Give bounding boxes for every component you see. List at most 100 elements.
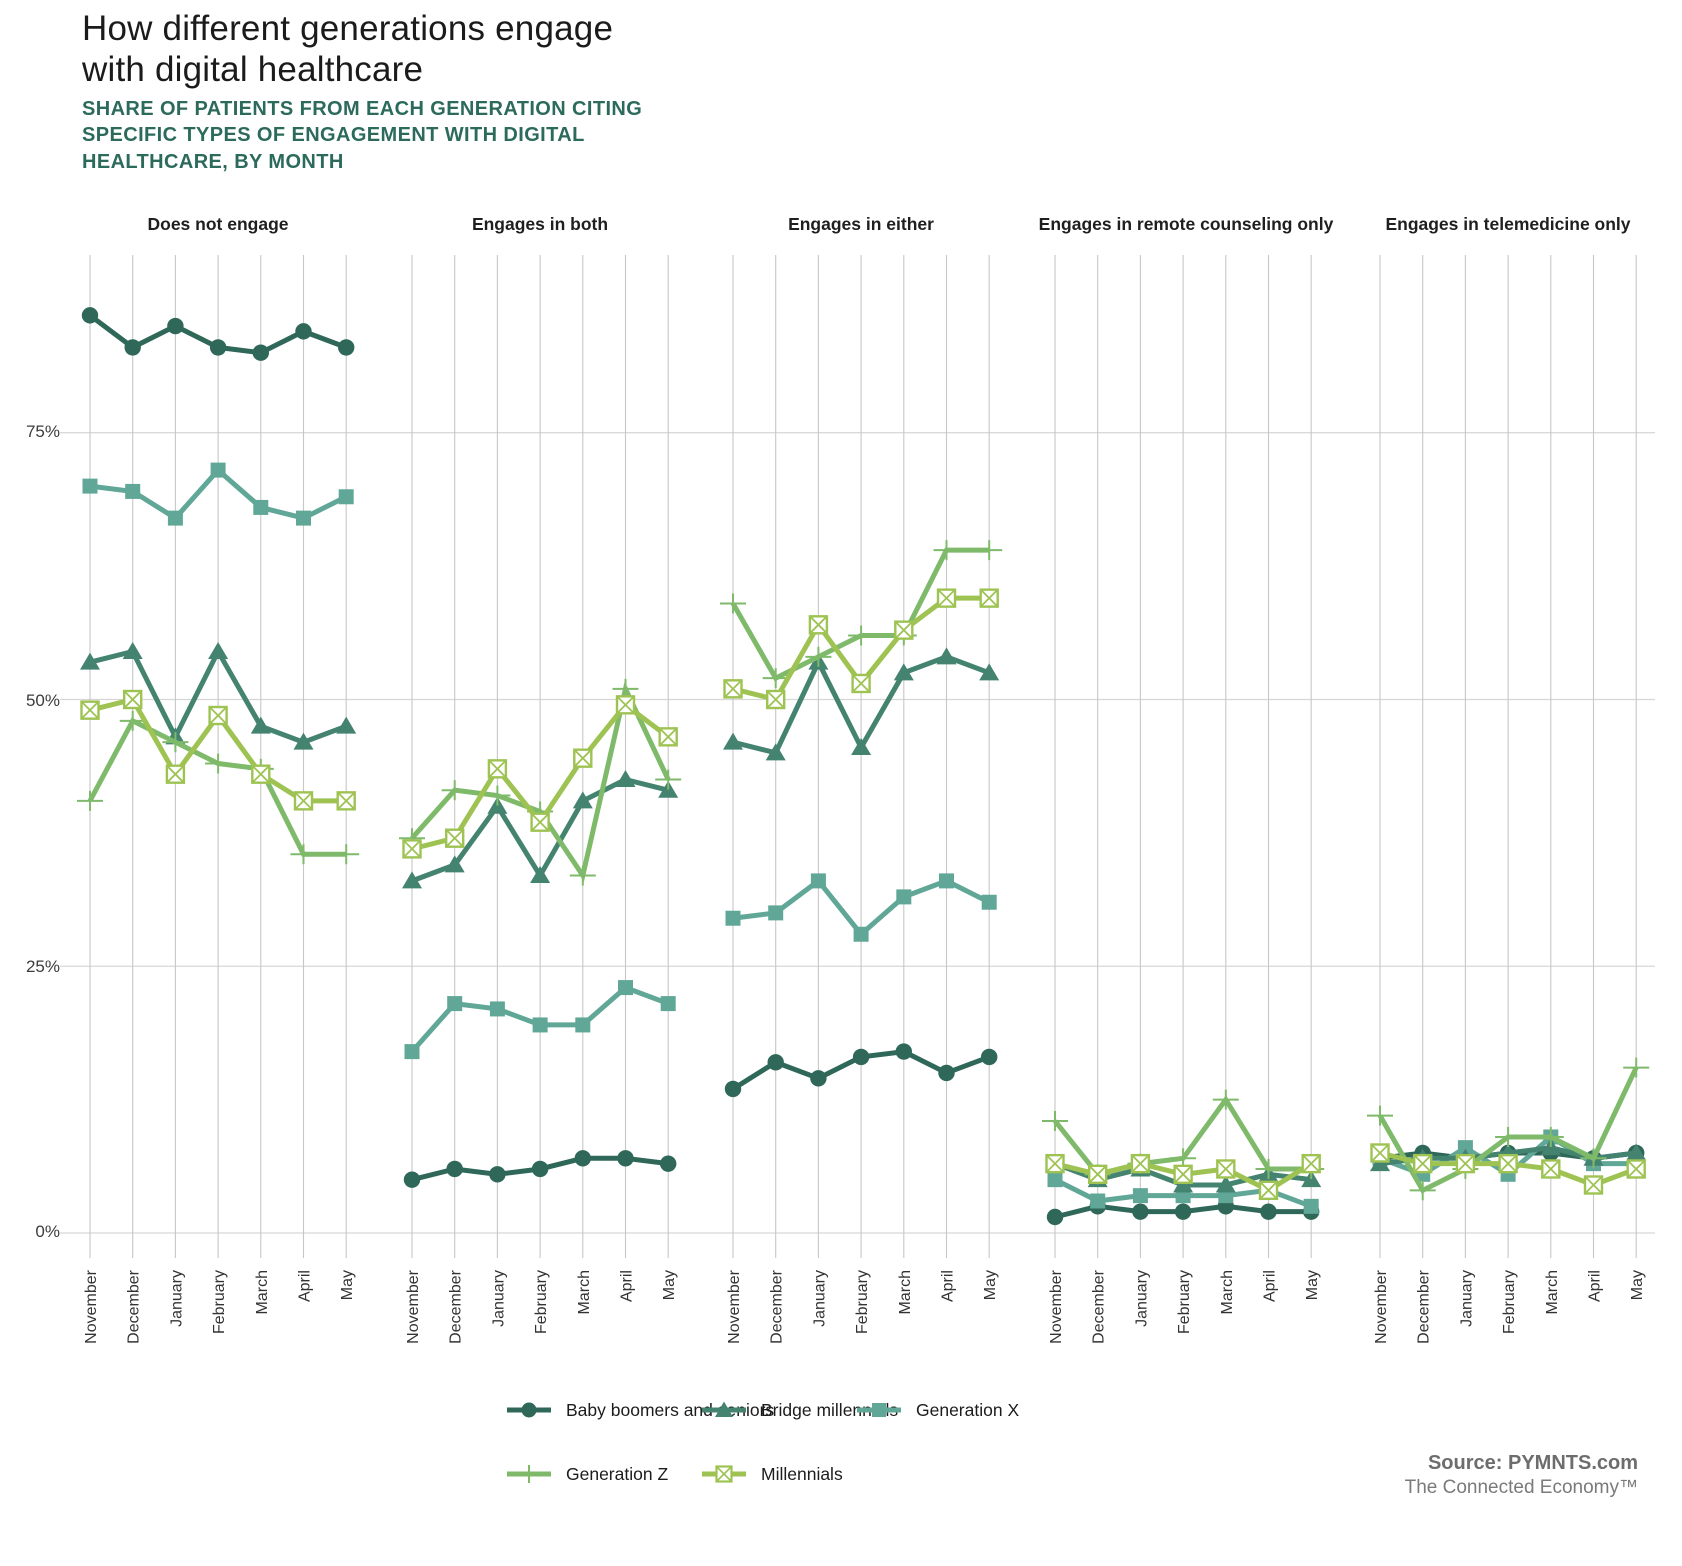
x-axis-label: February [1176, 1270, 1193, 1334]
data-point-triangle [336, 716, 357, 734]
legend-item-bridge-millennials: Bridge millennials [700, 1398, 898, 1422]
data-point-square-x [980, 588, 999, 608]
source-trademark-line: The Connected Economy™ [1404, 1477, 1638, 1498]
data-point-square-x [1045, 1154, 1065, 1173]
data-point-triangle [1626, 1143, 1647, 1161]
page-subtitle: SHARE OF PATIENTS FROM EACH GENERATION C… [82, 98, 643, 173]
data-point-square-x [1259, 1181, 1278, 1200]
data-point-square-x [488, 759, 507, 778]
y-axis-tick-50: 50% [25, 691, 60, 710]
x-axis-label: December [1091, 1269, 1108, 1343]
x-axis-label: November [83, 1269, 100, 1343]
legend-marker-triangle-icon [702, 1401, 746, 1417]
x-axis-label: November [1373, 1269, 1390, 1343]
data-point-triangle [122, 641, 143, 659]
panel-title-telemedicine-only: Engages in telemedicine only [1385, 214, 1631, 234]
panel-4 [1367, 1057, 1650, 1201]
panel-3 [1042, 1089, 1325, 1226]
data-point-triangle [530, 866, 551, 884]
data-point-square-x [723, 679, 743, 698]
data-point-circle [209, 339, 227, 356]
data-point-square-x [1541, 1159, 1560, 1179]
legend-marker-circle-icon [507, 1402, 551, 1418]
x-axis-label: February [1501, 1270, 1518, 1334]
legend-marker-plus-icon [507, 1465, 551, 1483]
x-axis-label: April [619, 1270, 636, 1302]
x-axis-label: November [726, 1269, 743, 1343]
x-axis-label: January [1133, 1270, 1150, 1327]
x-axis-label: November [1048, 1269, 1065, 1343]
data-point-square-x [294, 791, 313, 811]
data-point-square [253, 499, 269, 515]
panel-2 [720, 540, 1003, 1098]
data-point-square [1303, 1198, 1319, 1214]
x-axis-label: May [1629, 1270, 1646, 1300]
data-point-circle [981, 1048, 998, 1066]
data-point-triangle [572, 791, 593, 809]
data-point-square-x [80, 701, 100, 720]
page-title: How different generations engage with di… [82, 9, 614, 90]
data-point-square [725, 910, 741, 926]
x-axis-label: March [576, 1270, 593, 1314]
data-point-triangle [936, 647, 957, 665]
data-point-circle [1132, 1203, 1149, 1220]
panel-title-engages-in-both: Engages in both [471, 214, 609, 234]
data-point-circle [446, 1160, 463, 1178]
x-axis-label: March [1544, 1270, 1561, 1314]
x-axis-label: February [533, 1270, 550, 1334]
source-line: Source: PYMNTS.com [1427, 1452, 1638, 1474]
x-axis-label: March [1219, 1270, 1236, 1314]
data-point-square [404, 1044, 420, 1060]
data-point-circle [895, 1043, 912, 1060]
panel-title-engages-in-either: Engages in either [788, 214, 934, 234]
x-axis-label: December [448, 1269, 465, 1343]
data-point-square-x [337, 791, 356, 811]
data-point-triangle [293, 732, 314, 750]
y-axis-tick-25: 25% [25, 957, 60, 976]
data-point-square-x [1627, 1159, 1646, 1179]
data-point-square [447, 996, 463, 1012]
data-point-circle [531, 1160, 549, 1178]
data-point-circle [167, 317, 184, 335]
data-point-square [575, 1017, 591, 1033]
x-axis-label: March [254, 1270, 271, 1314]
panel-title-remote-counseling-only: Engages in remote counseling only [1038, 214, 1334, 234]
data-point-square-x [166, 765, 185, 784]
data-point-square [660, 996, 676, 1012]
data-point-square-x [1216, 1159, 1235, 1179]
data-point-square-x [851, 674, 871, 693]
legend-label: Generation Z [566, 1463, 669, 1484]
panel-0 [77, 307, 360, 865]
data-point-square-x [573, 749, 592, 768]
data-point-circle [295, 323, 312, 340]
data-point-circle [938, 1064, 955, 1082]
data-point-circle [252, 344, 269, 361]
data-point-circle [724, 1080, 742, 1098]
data-point-square [981, 894, 997, 910]
data-point-square-x [1173, 1165, 1193, 1184]
data-point-square [338, 489, 354, 505]
data-point-square-x [894, 621, 913, 640]
data-point-square [167, 510, 183, 526]
data-point-square [1457, 1140, 1473, 1156]
x-axis-label: February [211, 1270, 228, 1334]
x-axis-label: May [661, 1270, 678, 1300]
x-axis-label: February [854, 1270, 871, 1334]
data-point-square [210, 462, 226, 478]
data-point-square-x [1584, 1175, 1603, 1195]
x-axis-label: April [940, 1270, 957, 1302]
data-point-triangle [851, 738, 872, 756]
data-point-square-x [251, 765, 270, 784]
data-point-circle [1260, 1203, 1277, 1220]
data-point-circle [617, 1150, 634, 1167]
data-point-triangle [402, 871, 422, 889]
panel-title-does-not-engage: Does not engage [147, 214, 289, 234]
x-axis-label: May [982, 1270, 999, 1300]
x-axis-label: January [490, 1270, 507, 1327]
data-point-circle [1174, 1203, 1192, 1220]
data-point-square-x [659, 727, 678, 746]
chart-canvas: November December January February March Apri… [60, 255, 1655, 1344]
data-point-square [1090, 1193, 1106, 1209]
data-point-circle [1046, 1208, 1064, 1226]
data-point-circle [81, 307, 99, 324]
